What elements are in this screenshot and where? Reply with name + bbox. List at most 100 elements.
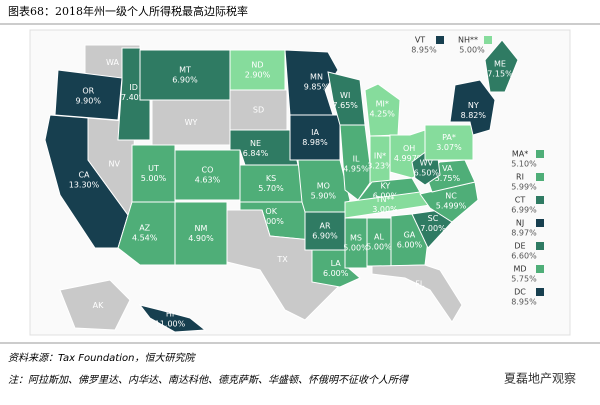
state-rate: 8.82% [461,111,487,120]
legend-swatch [536,265,544,273]
state-abbr: IL [353,155,360,164]
state-abbr: NC [445,192,457,201]
legend-swatch [536,150,544,158]
state-rate: 7.15% [487,69,513,78]
state [174,201,228,266]
state-abbr: TN** [375,195,395,204]
state-rate: 6.50% [414,169,440,178]
legend-rate: 8.97% [511,229,537,238]
state [59,279,131,331]
state-rate: 6.00% [323,269,349,278]
legend-abbr: DC [514,288,526,297]
state-rate: 5.90% [311,192,337,201]
legend-rate: 5.00% [459,46,485,55]
state [339,124,373,201]
state-rate: 11.00% [155,319,186,328]
state [138,304,207,333]
state-abbr: IA [311,128,319,137]
state-abbr: OH [403,144,415,153]
state-rate: 5.00% [141,174,167,183]
state-rate: 3.23% [367,162,393,171]
legend-swatch [536,196,544,204]
state-rate: 9.85% [304,83,330,92]
state [344,217,368,269]
state [364,83,401,137]
legend-abbr: VT [415,36,425,45]
legend-rate: 5.99% [511,183,537,192]
state-abbr: HI [166,309,174,318]
state-rate: 9.90% [76,96,102,105]
legend-rate: 6.60% [511,252,537,261]
state [371,264,463,323]
state-abbr: VA [442,164,453,173]
state-abbr: WA [106,58,119,67]
state-abbr: AR [319,222,330,231]
legend-abbr: DE [514,242,525,251]
state-abbr: NY [468,101,479,110]
state-abbr: FL [415,279,425,288]
state-abbr: MN [310,73,323,82]
state-abbr: LA [331,259,342,268]
state-abbr: SD [253,106,264,115]
state-rate: 13.30% [69,180,100,189]
state-abbr: MI* [376,100,389,109]
watermark: 夏磊地产观察 [504,372,576,386]
state-abbr: WI [340,91,350,100]
state-rate: 5.70% [258,184,284,193]
state-abbr: ND [251,61,263,70]
state-abbr: WV [420,159,434,168]
state-rate: 3.00% [372,205,398,214]
state-rate: 8.98% [302,138,328,147]
state-rate: 2.90% [245,71,271,80]
state-rate: 7.00% [420,224,446,233]
state [484,39,519,93]
state-abbr: CA [78,170,90,179]
legend-swatch [484,36,492,44]
legend-abbr: RI [516,173,524,182]
state-abbr: MS [350,234,362,243]
state-rate: 5.75% [435,174,461,183]
state-abbr: CO [202,166,214,175]
state-rate: 4.90% [188,234,214,243]
state [449,79,496,136]
state-abbr: IN* [374,152,386,161]
state-abbr: NV [108,160,120,169]
legend-abbr: NJ [516,219,524,228]
legend-rate: 5.10% [511,160,537,169]
watermark-bg [485,368,597,390]
state-abbr: TX [276,255,288,264]
legend-rate: 5.75% [511,275,537,284]
title: 图表68：2018年州一级个人所得税最高边际税率 [8,4,248,18]
state-abbr: OR [82,86,94,95]
legend-abbr: CT [515,196,526,205]
state-abbr: ME [494,59,506,68]
state-rate: 7.40% [121,93,147,102]
state-rate: 6.90% [172,76,198,85]
legend-abbr: MD [513,265,526,274]
state-rate: 5.00% [343,244,369,253]
state-abbr: AZ [139,223,150,232]
state-rate: 6.00% [397,241,423,250]
state-rate: 6.90% [312,232,338,241]
state-rate: 5.00% [258,217,284,226]
state-rate: 6.00% [373,191,399,200]
legend-swatch [536,288,544,296]
state-abbr: OK [265,207,277,216]
state-rate: 3.07% [436,143,462,152]
state [424,124,474,161]
state-abbr: MO [317,182,330,191]
source: 资料来源：Tax Foundation，恒大研究院 [8,352,196,364]
legend-rate: 8.95% [411,46,437,55]
state-rate: 5.00% [366,243,392,252]
state-abbr: NM [195,224,208,233]
legend-swatch [536,242,544,250]
state [54,69,123,121]
state-rate: 4.63% [195,176,221,185]
state-abbr: NE [250,139,261,148]
note: 注：阿拉斯加、佛罗里达、内华达、南达科他、德克萨斯、华盛顿、怀俄明不征收个人所得 [8,374,409,386]
state-abbr: GA [404,231,416,240]
state-abbr: AK [93,301,104,310]
state-abbr: PA* [442,133,456,142]
